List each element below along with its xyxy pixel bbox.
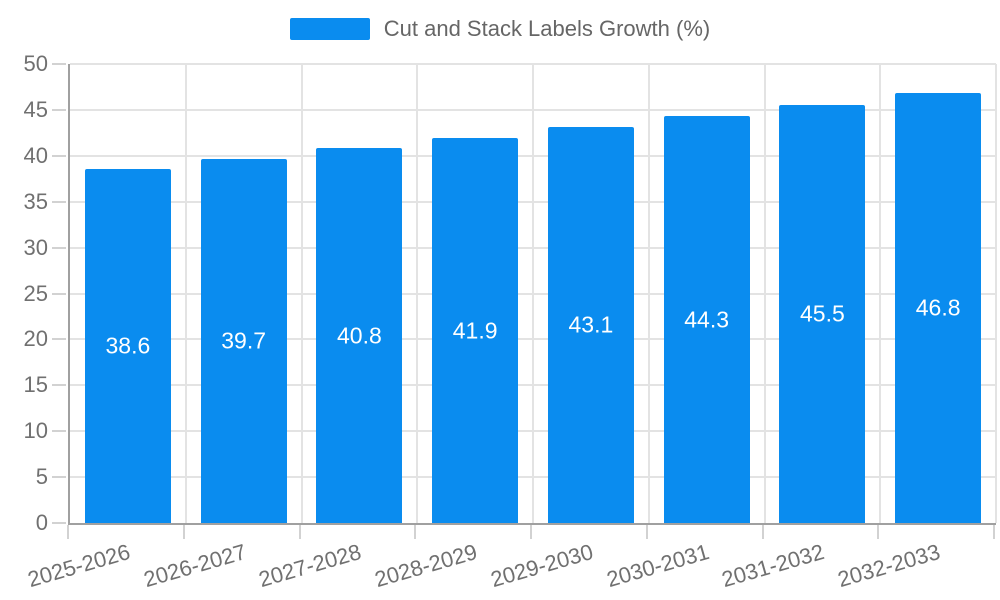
bar-value-label: 39.7	[221, 327, 266, 354]
x-grid-line	[995, 64, 997, 523]
y-tick-label: 45	[23, 96, 48, 122]
y-tick-label: 40	[23, 142, 48, 168]
x-grid-line	[300, 64, 303, 523]
y-tick-label: 30	[23, 234, 48, 260]
bar-value-label: 43.1	[568, 311, 614, 338]
x-tick	[414, 525, 417, 539]
legend-item[interactable]: Cut and Stack Labels Growth (%)	[289, 16, 711, 42]
x-tick	[530, 525, 532, 539]
x-grid-line	[647, 64, 650, 523]
x-tick	[877, 525, 880, 539]
y-tick	[52, 63, 66, 65]
y-tick	[52, 154, 66, 157]
y-tick-label: 5	[35, 464, 48, 490]
y-tick	[52, 246, 66, 249]
y-tick-label: 10	[23, 418, 48, 444]
y-tick-label: 20	[23, 326, 48, 352]
x-grid-line	[416, 64, 419, 523]
bar: 40.8	[316, 148, 403, 523]
y-tick-label: 0	[35, 510, 48, 535]
legend: Cut and Stack Labels Growth (%)	[0, 16, 1000, 42]
legend-swatch	[289, 18, 370, 40]
bar-value-label: 45.5	[799, 300, 845, 327]
x-tick	[645, 525, 648, 539]
x-tick	[761, 525, 764, 539]
y-tick	[52, 200, 66, 203]
x-tick	[67, 525, 69, 539]
y-tick	[52, 430, 66, 433]
x-grid-line	[763, 64, 766, 523]
y-tick-label: 25	[23, 280, 48, 306]
y-tick	[52, 338, 66, 341]
bar-value-label: 44.3	[684, 306, 729, 333]
bar: 39.7	[200, 158, 287, 523]
bar-value-label: 46.8	[915, 294, 961, 321]
bar: 38.6	[84, 168, 171, 523]
y-tick	[52, 522, 66, 524]
x-tick	[298, 525, 301, 539]
bar-value-label: 41.9	[452, 317, 498, 344]
bar: 43.1	[547, 127, 634, 523]
x-grid-line	[879, 64, 882, 523]
y-tick	[52, 476, 66, 479]
bar: 41.9	[432, 138, 519, 523]
bar: 45.5	[779, 105, 866, 523]
bar: 44.3	[663, 116, 750, 523]
y-tick	[52, 108, 66, 111]
x-tick	[182, 525, 185, 539]
y-tick-label: 35	[23, 188, 48, 214]
x-grid-line	[532, 64, 534, 523]
y-tick	[52, 384, 66, 387]
legend-label: Cut and Stack Labels Growth (%)	[383, 16, 711, 41]
y-tick-label: 50	[23, 51, 48, 76]
bar: 46.8	[895, 93, 982, 523]
y-tick	[52, 292, 66, 295]
x-grid-line	[184, 64, 187, 523]
bar-value-label: 38.6	[105, 332, 151, 359]
x-tick	[993, 525, 995, 539]
y-tick-label: 15	[23, 372, 48, 398]
plot-area: 38.6 39.7 40.8 41.9 43.1 44.3 45.5 46.8	[68, 63, 997, 525]
bar-value-label: 40.8	[336, 322, 382, 349]
